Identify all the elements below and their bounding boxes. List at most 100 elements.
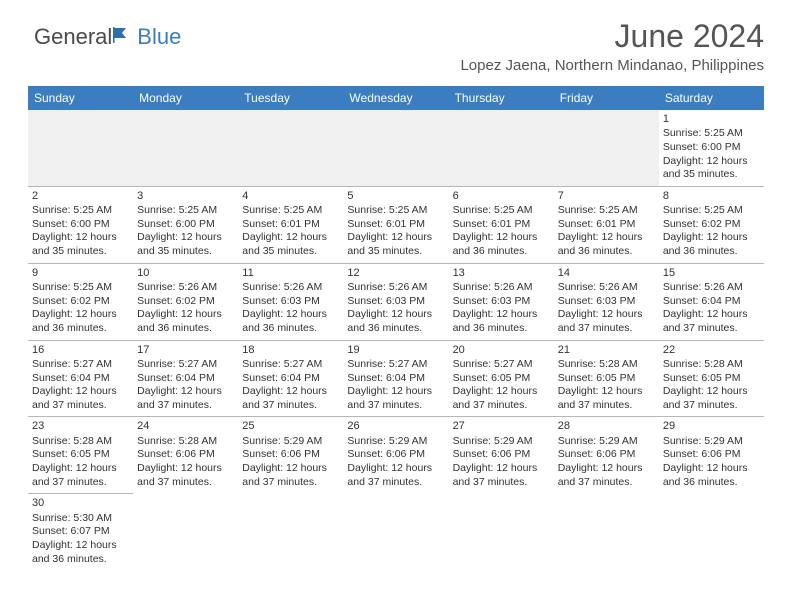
cell-line-d1: Daylight: 12 hours bbox=[32, 308, 129, 322]
cell-line-d2: and 35 minutes. bbox=[32, 245, 129, 259]
cell-line-ss: Sunset: 6:06 PM bbox=[137, 448, 234, 462]
cell-line-ss: Sunset: 6:00 PM bbox=[663, 141, 760, 155]
day-header: Monday bbox=[133, 86, 238, 110]
cell-line-d1: Daylight: 12 hours bbox=[242, 462, 339, 476]
cell-line-ss: Sunset: 6:02 PM bbox=[32, 295, 129, 309]
cell-line-d2: and 37 minutes. bbox=[558, 399, 655, 413]
calendar-cell: 11Sunrise: 5:26 AMSunset: 6:03 PMDayligh… bbox=[238, 263, 343, 340]
day-number: 17 bbox=[137, 343, 234, 357]
cell-line-sr: Sunrise: 5:27 AM bbox=[347, 358, 444, 372]
calendar-cell: 19Sunrise: 5:27 AMSunset: 6:04 PMDayligh… bbox=[343, 340, 448, 417]
cell-line-d2: and 37 minutes. bbox=[137, 399, 234, 413]
calendar-cell bbox=[554, 110, 659, 186]
day-number: 20 bbox=[453, 343, 550, 357]
logo-text-blue: Blue bbox=[137, 24, 181, 50]
calendar-cell: 9Sunrise: 5:25 AMSunset: 6:02 PMDaylight… bbox=[28, 263, 133, 340]
calendar-cell bbox=[133, 110, 238, 186]
day-number: 2 bbox=[32, 189, 129, 203]
calendar-cell: 12Sunrise: 5:26 AMSunset: 6:03 PMDayligh… bbox=[343, 263, 448, 340]
calendar-cell: 4Sunrise: 5:25 AMSunset: 6:01 PMDaylight… bbox=[238, 186, 343, 263]
cell-line-d1: Daylight: 12 hours bbox=[242, 308, 339, 322]
calendar-cell bbox=[659, 494, 764, 570]
calendar-cell: 13Sunrise: 5:26 AMSunset: 6:03 PMDayligh… bbox=[449, 263, 554, 340]
cell-line-sr: Sunrise: 5:25 AM bbox=[32, 204, 129, 218]
cell-line-ss: Sunset: 6:04 PM bbox=[137, 372, 234, 386]
day-header: Friday bbox=[554, 86, 659, 110]
cell-line-sr: Sunrise: 5:25 AM bbox=[137, 204, 234, 218]
cell-line-ss: Sunset: 6:04 PM bbox=[32, 372, 129, 386]
day-number: 22 bbox=[663, 343, 760, 357]
calendar-cell: 22Sunrise: 5:28 AMSunset: 6:05 PMDayligh… bbox=[659, 340, 764, 417]
cell-line-sr: Sunrise: 5:26 AM bbox=[347, 281, 444, 295]
cell-line-sr: Sunrise: 5:30 AM bbox=[32, 512, 129, 526]
calendar-cell: 30Sunrise: 5:30 AMSunset: 6:07 PMDayligh… bbox=[28, 494, 133, 570]
calendar-body: 1Sunrise: 5:25 AMSunset: 6:00 PMDaylight… bbox=[28, 110, 764, 570]
cell-line-sr: Sunrise: 5:29 AM bbox=[663, 435, 760, 449]
cell-line-d2: and 36 minutes. bbox=[663, 245, 760, 259]
cell-line-sr: Sunrise: 5:26 AM bbox=[453, 281, 550, 295]
day-header: Wednesday bbox=[343, 86, 448, 110]
cell-line-d1: Daylight: 12 hours bbox=[453, 462, 550, 476]
cell-line-d2: and 37 minutes. bbox=[347, 476, 444, 490]
calendar-cell: 26Sunrise: 5:29 AMSunset: 6:06 PMDayligh… bbox=[343, 417, 448, 494]
cell-line-d1: Daylight: 12 hours bbox=[663, 308, 760, 322]
cell-line-d1: Daylight: 12 hours bbox=[137, 462, 234, 476]
day-number: 7 bbox=[558, 189, 655, 203]
cell-line-ss: Sunset: 6:05 PM bbox=[558, 372, 655, 386]
cell-line-ss: Sunset: 6:06 PM bbox=[242, 448, 339, 462]
cell-line-ss: Sunset: 6:05 PM bbox=[32, 448, 129, 462]
cell-line-sr: Sunrise: 5:26 AM bbox=[137, 281, 234, 295]
cell-line-d2: and 37 minutes. bbox=[663, 399, 760, 413]
cell-line-sr: Sunrise: 5:27 AM bbox=[242, 358, 339, 372]
cell-line-ss: Sunset: 6:01 PM bbox=[347, 218, 444, 232]
cell-line-d2: and 37 minutes. bbox=[32, 399, 129, 413]
calendar-cell: 8Sunrise: 5:25 AMSunset: 6:02 PMDaylight… bbox=[659, 186, 764, 263]
cell-line-d2: and 35 minutes. bbox=[137, 245, 234, 259]
day-header: Thursday bbox=[449, 86, 554, 110]
day-number: 3 bbox=[137, 189, 234, 203]
calendar-cell: 20Sunrise: 5:27 AMSunset: 6:05 PMDayligh… bbox=[449, 340, 554, 417]
day-number: 5 bbox=[347, 189, 444, 203]
day-number: 16 bbox=[32, 343, 129, 357]
calendar-cell: 27Sunrise: 5:29 AMSunset: 6:06 PMDayligh… bbox=[449, 417, 554, 494]
cell-line-d2: and 37 minutes. bbox=[137, 476, 234, 490]
cell-line-d1: Daylight: 12 hours bbox=[347, 308, 444, 322]
title-block: June 2024 Lopez Jaena, Northern Mindanao… bbox=[460, 18, 764, 74]
calendar-cell: 1Sunrise: 5:25 AMSunset: 6:00 PMDaylight… bbox=[659, 110, 764, 186]
cell-line-d1: Daylight: 12 hours bbox=[663, 385, 760, 399]
calendar-head: SundayMondayTuesdayWednesdayThursdayFrid… bbox=[28, 86, 764, 110]
logo-text-general: General bbox=[34, 24, 112, 50]
day-number: 14 bbox=[558, 266, 655, 280]
page-header: General Blue June 2024 Lopez Jaena, Nort… bbox=[0, 0, 792, 78]
cell-line-sr: Sunrise: 5:26 AM bbox=[558, 281, 655, 295]
location-subtitle: Lopez Jaena, Northern Mindanao, Philippi… bbox=[460, 57, 764, 74]
cell-line-ss: Sunset: 6:01 PM bbox=[558, 218, 655, 232]
flag-icon bbox=[113, 24, 135, 50]
cell-line-d1: Daylight: 12 hours bbox=[663, 231, 760, 245]
day-header: Tuesday bbox=[238, 86, 343, 110]
cell-line-d1: Daylight: 12 hours bbox=[558, 231, 655, 245]
calendar-cell: 2Sunrise: 5:25 AMSunset: 6:00 PMDaylight… bbox=[28, 186, 133, 263]
cell-line-ss: Sunset: 6:01 PM bbox=[453, 218, 550, 232]
cell-line-sr: Sunrise: 5:26 AM bbox=[663, 281, 760, 295]
calendar-cell: 21Sunrise: 5:28 AMSunset: 6:05 PMDayligh… bbox=[554, 340, 659, 417]
cell-line-sr: Sunrise: 5:28 AM bbox=[663, 358, 760, 372]
cell-line-d2: and 37 minutes. bbox=[453, 399, 550, 413]
cell-line-sr: Sunrise: 5:25 AM bbox=[32, 281, 129, 295]
cell-line-d2: and 37 minutes. bbox=[558, 322, 655, 336]
cell-line-d1: Daylight: 12 hours bbox=[32, 385, 129, 399]
cell-line-d2: and 36 minutes. bbox=[558, 245, 655, 259]
cell-line-d2: and 35 minutes. bbox=[663, 168, 760, 182]
cell-line-d1: Daylight: 12 hours bbox=[663, 155, 760, 169]
day-number: 6 bbox=[453, 189, 550, 203]
day-number: 28 bbox=[558, 419, 655, 433]
cell-line-d1: Daylight: 12 hours bbox=[453, 308, 550, 322]
cell-line-d1: Daylight: 12 hours bbox=[347, 385, 444, 399]
calendar-cell bbox=[449, 110, 554, 186]
calendar-cell bbox=[449, 494, 554, 570]
cell-line-d2: and 36 minutes. bbox=[32, 553, 129, 567]
calendar-cell bbox=[28, 110, 133, 186]
calendar-cell: 28Sunrise: 5:29 AMSunset: 6:06 PMDayligh… bbox=[554, 417, 659, 494]
cell-line-sr: Sunrise: 5:27 AM bbox=[453, 358, 550, 372]
day-number: 15 bbox=[663, 266, 760, 280]
